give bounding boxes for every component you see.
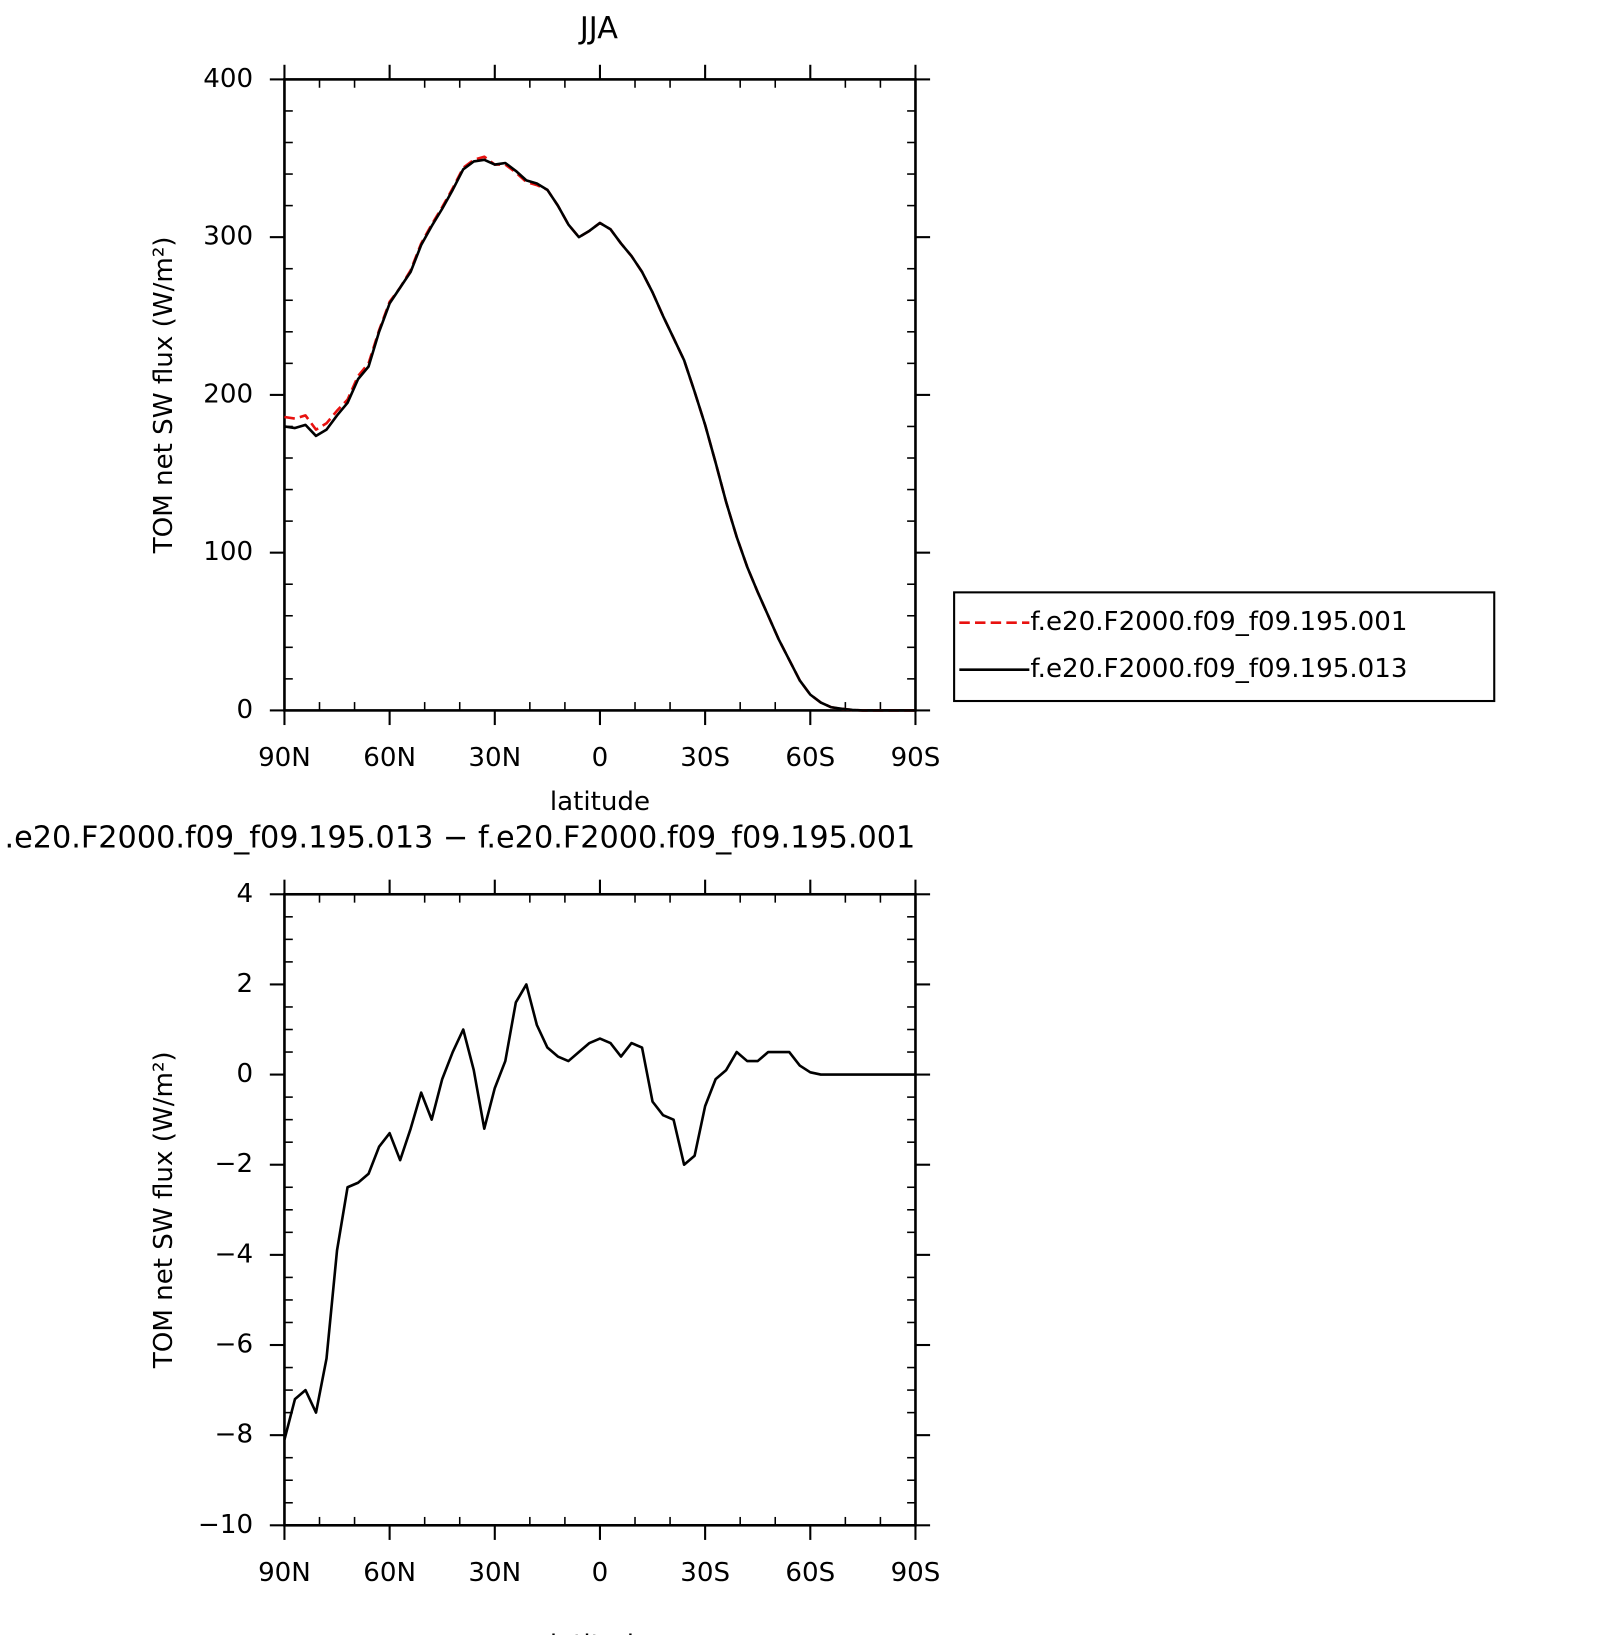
x-tick-label: 30S	[680, 1558, 730, 1588]
y-tick-label: −6	[215, 1330, 254, 1360]
x-axis-label: latitude	[550, 1630, 650, 1635]
y-tick-label: 4	[236, 879, 253, 909]
y-tick-label: −10	[198, 1510, 253, 1540]
legend-label: f.e20.F2000.f09_f09.195.001	[1030, 607, 1407, 637]
y-tick-label: 100	[203, 537, 253, 567]
y-axis-label: TOM net SW flux (W/m²)	[149, 237, 179, 555]
x-tick-label: 90S	[891, 1558, 941, 1588]
x-tick-label: 60S	[785, 743, 835, 773]
y-tick-label: −4	[215, 1239, 254, 1269]
x-tick-label: 0	[592, 743, 609, 773]
series-line	[284, 155, 916, 712]
y-tick-label: 300	[203, 222, 253, 252]
chart-title: .e20.F2000.f09_f09.195.013 − f.e20.F2000…	[4, 820, 915, 855]
x-axis-label: latitude	[550, 787, 650, 817]
x-tick-label: 90N	[258, 743, 311, 773]
x-tick-label: 30S	[680, 743, 730, 773]
legend-box	[953, 591, 1496, 703]
chart-title: JJA	[578, 11, 618, 46]
x-tick-label: 60S	[785, 1558, 835, 1588]
series-line	[283, 983, 916, 1440]
x-tick-label: 30N	[468, 1558, 521, 1588]
y-tick-label: −8	[215, 1420, 254, 1450]
x-tick-label: 30N	[468, 743, 521, 773]
legend-label: f.e20.F2000.f09_f09.195.013	[1030, 654, 1407, 684]
x-tick-label: 90S	[891, 743, 941, 773]
y-tick-label: 400	[203, 64, 253, 94]
y-tick-label: 2	[236, 969, 253, 999]
x-tick-label: 60N	[363, 743, 416, 773]
plot-frame	[283, 892, 917, 1527]
x-tick-label: 60N	[363, 1558, 416, 1588]
y-tick-label: −2	[215, 1149, 254, 1179]
x-tick-label: 0	[592, 1558, 609, 1588]
y-tick-label: 0	[236, 1059, 253, 1089]
x-tick-label: 90N	[258, 1558, 311, 1588]
y-axis-label: TOM net SW flux (W/m²)	[149, 1051, 179, 1369]
y-tick-label: 0	[236, 695, 253, 725]
y-tick-label: 200	[203, 379, 253, 409]
plot-frame	[283, 78, 917, 712]
series-line	[284, 158, 916, 712]
